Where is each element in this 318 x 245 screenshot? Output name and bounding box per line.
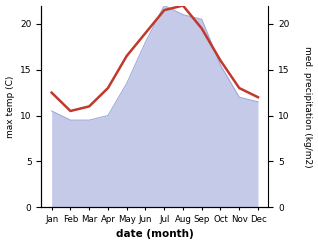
Y-axis label: med. precipitation (kg/m2): med. precipitation (kg/m2) [303,46,313,167]
X-axis label: date (month): date (month) [116,230,194,239]
Y-axis label: max temp (C): max temp (C) [5,75,15,138]
